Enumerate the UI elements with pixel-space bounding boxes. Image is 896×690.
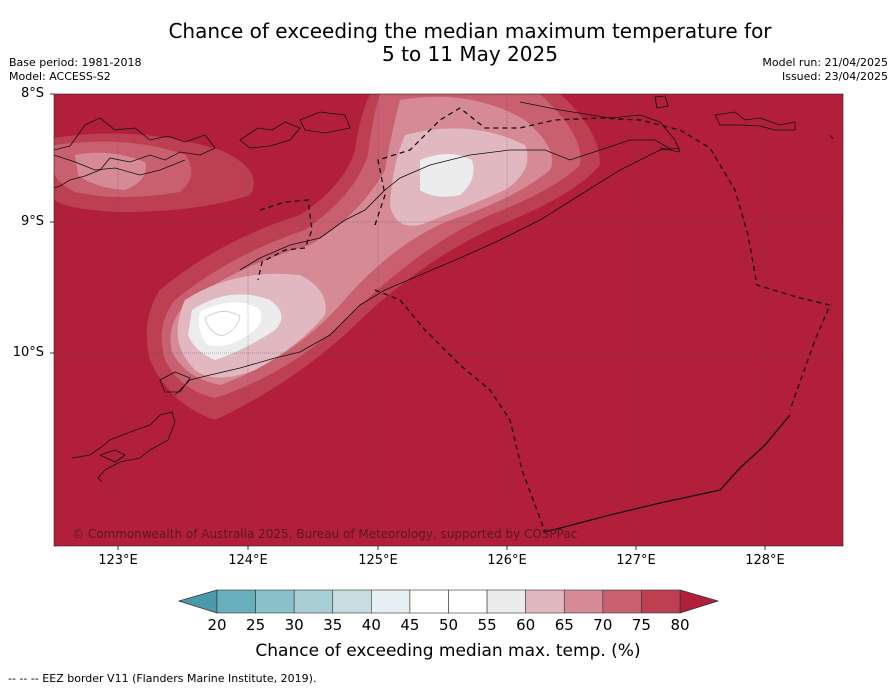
colorbar-segment bbox=[486, 589, 526, 614]
colorbar-segment bbox=[216, 589, 256, 614]
colorbar-segment bbox=[641, 589, 681, 614]
wetar-coast bbox=[519, 101, 681, 153]
colorbar-segment bbox=[409, 589, 449, 614]
colorbar-segment bbox=[525, 589, 565, 614]
lat-label-10s: 10°S bbox=[12, 345, 44, 360]
colorbar-tick-label: 60 bbox=[516, 616, 536, 634]
lon-label-128e: 128°E bbox=[745, 553, 785, 568]
lat-label-8s: 8°S bbox=[20, 86, 44, 101]
map-title-line2: 5 to 11 May 2025 bbox=[382, 42, 558, 66]
model-text: Model: ACCESS-S2 bbox=[9, 70, 111, 83]
colorbar-tick-label: 70 bbox=[593, 616, 613, 634]
island-semau-coast bbox=[159, 371, 191, 393]
map-frame bbox=[53, 93, 844, 547]
probability-map bbox=[54, 94, 843, 546]
issued-text: Issued: 23/04/2025 bbox=[781, 70, 888, 83]
colorbar-segment bbox=[332, 589, 372, 614]
colorbar bbox=[177, 589, 720, 614]
lon-label-123e: 123°E bbox=[98, 553, 138, 568]
colorbar-segment bbox=[293, 589, 334, 614]
colorbar-tick-label: 65 bbox=[554, 616, 574, 634]
rote-coast bbox=[71, 411, 176, 483]
colorbar-tick-label: 50 bbox=[438, 616, 459, 634]
colorbar-segment bbox=[448, 589, 488, 614]
colorbar-high-arrow bbox=[679, 589, 720, 614]
metadata-left: Base period: 1981-2018 Model: ACCESS-S2 bbox=[9, 56, 141, 84]
islet-coast-3 bbox=[98, 449, 126, 463]
colorbar-low-arrow bbox=[177, 589, 218, 614]
graticule bbox=[54, 94, 843, 546]
map-title-line1: Chance of exceeding the median maximum t… bbox=[168, 19, 772, 43]
islet-coast-2 bbox=[829, 134, 834, 140]
eez-south-boundary bbox=[544, 414, 791, 533]
colorbar-tick-label: 25 bbox=[246, 616, 266, 634]
colorbar-tick-label: 55 bbox=[477, 616, 497, 634]
contour-45-line bbox=[204, 311, 241, 337]
axis-ticks bbox=[50, 93, 766, 550]
colorbar-tick-label: 80 bbox=[670, 616, 690, 634]
model-run-text: Model run: 21/04/2025 bbox=[762, 56, 888, 69]
eez-west-boundary bbox=[374, 289, 546, 533]
coastlines bbox=[54, 95, 834, 483]
metadata-right: Model run: 21/04/2025 Issued: 23/04/2025 bbox=[762, 56, 888, 84]
colorbar-tick-label: 40 bbox=[361, 616, 381, 634]
colorbar-segment bbox=[371, 589, 411, 614]
colorbar-segment bbox=[563, 589, 604, 614]
colorbar-segment bbox=[255, 589, 295, 614]
colorbar-tick-label: 45 bbox=[400, 616, 420, 634]
islet-coast-1 bbox=[654, 95, 669, 109]
flores-coast bbox=[54, 117, 216, 189]
colorbar-tick-label: 20 bbox=[207, 616, 227, 634]
eez-footnote: -- -- -- EEZ border V11 (Flanders Marine… bbox=[8, 672, 317, 685]
copyright-notice: © Commonwealth of Australia 2025, Bureau… bbox=[72, 527, 578, 541]
colorbar-tick-label: 75 bbox=[631, 616, 651, 634]
colorbar-tick-label: 30 bbox=[284, 616, 304, 634]
lon-label-124e: 124°E bbox=[228, 553, 268, 568]
lon-label-125e: 125°E bbox=[358, 553, 398, 568]
island-alor-coast bbox=[239, 121, 301, 149]
contour-55-north bbox=[420, 154, 474, 197]
island-east-coast bbox=[714, 111, 796, 131]
colorbar-tick-label: 35 bbox=[323, 616, 343, 634]
lon-label-126e: 126°E bbox=[487, 553, 527, 568]
lat-label-9s: 9°S bbox=[20, 214, 44, 229]
flores-south-coast bbox=[54, 154, 186, 176]
timor-north-coast bbox=[239, 139, 673, 271]
eez-oecusse bbox=[257, 199, 313, 281]
timor-south-coast bbox=[174, 147, 681, 396]
colorbar-title: Chance of exceeding median max. temp. (%… bbox=[255, 641, 641, 661]
base-period-text: Base period: 1981-2018 bbox=[9, 56, 142, 69]
colorbar-segment bbox=[602, 589, 642, 614]
eez-border bbox=[257, 107, 831, 533]
lon-label-127e: 127°E bbox=[616, 553, 656, 568]
eez-north-east bbox=[374, 107, 831, 411]
island-wetar-west-coast bbox=[299, 111, 351, 134]
